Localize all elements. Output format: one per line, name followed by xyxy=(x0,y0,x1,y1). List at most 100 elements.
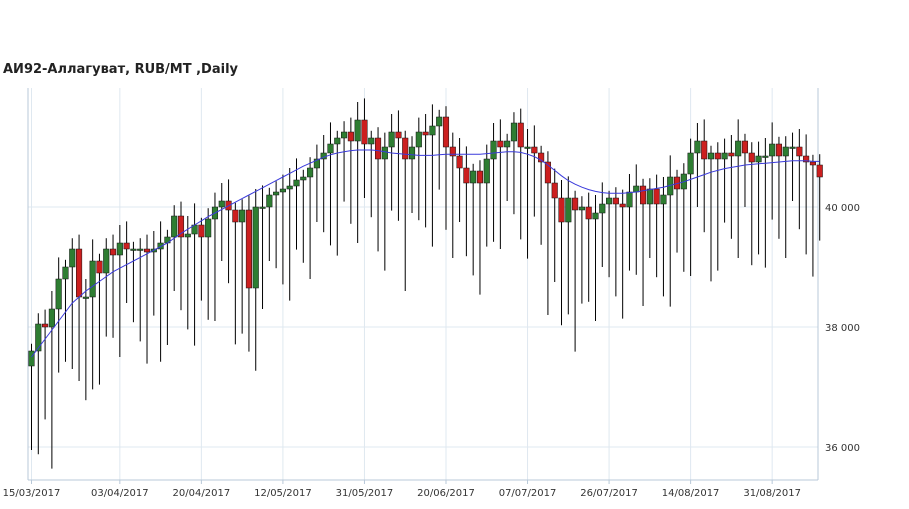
candle-body xyxy=(388,131,395,148)
candle-body xyxy=(184,233,191,238)
candle-body xyxy=(741,140,749,154)
candle-body xyxy=(510,122,517,142)
candle-body xyxy=(769,143,776,157)
candle-body xyxy=(565,197,572,223)
candle-body xyxy=(368,137,375,145)
candle-body xyxy=(619,203,626,208)
candle-body xyxy=(789,146,796,149)
candle-body xyxy=(361,119,368,145)
x-tick-label: 26/07/2017 xyxy=(580,488,638,499)
candle-body xyxy=(381,146,388,160)
candle-body xyxy=(694,140,701,154)
candle-body xyxy=(572,197,579,211)
x-tick-label: 03/04/2017 xyxy=(91,488,149,499)
candle-body xyxy=(816,164,823,178)
candle-body xyxy=(653,188,660,205)
candle-body xyxy=(612,197,619,205)
candle-body xyxy=(266,194,273,208)
candle-body xyxy=(707,152,715,160)
x-tick-label: 20/06/2017 xyxy=(417,488,475,499)
candle-body xyxy=(395,131,402,139)
candle-body xyxy=(735,140,742,157)
x-tick-label: 12/05/2017 xyxy=(254,488,312,499)
x-tick-labels: 15/03/2017 03/04/2017 20/04/2017 12/05/2017… xyxy=(3,488,801,499)
candle-body xyxy=(48,308,55,328)
axes xyxy=(27,88,819,484)
candle-body xyxy=(157,242,164,250)
candle-body xyxy=(748,152,755,163)
candles xyxy=(28,98,823,469)
candle-body xyxy=(402,137,409,160)
y-tick-label: 36 000 xyxy=(825,443,860,454)
candle-body xyxy=(626,191,633,208)
x-tick-label: 31/05/2017 xyxy=(336,488,394,499)
candle-body xyxy=(606,197,613,205)
candle-body xyxy=(585,206,592,220)
chart-title: АИ92-Аллагуват, RUB/MT ,Daily xyxy=(3,62,239,77)
candle-body xyxy=(470,170,477,184)
candle-body xyxy=(103,248,110,274)
candle-body xyxy=(578,206,585,211)
candle-body xyxy=(728,152,735,157)
x-tick-label: 14/08/2017 xyxy=(662,488,720,499)
candle-body xyxy=(531,146,538,154)
candle-body xyxy=(524,146,531,149)
candle-body xyxy=(592,212,599,220)
y-tick-label: 40 000 xyxy=(825,203,860,214)
moving-average-line xyxy=(31,149,820,358)
x-tick-label: 31/08/2017 xyxy=(743,488,801,499)
candle-body xyxy=(517,122,524,148)
candle-body xyxy=(504,140,511,148)
candle-body xyxy=(415,131,422,148)
candle-body xyxy=(69,248,76,268)
candle-body xyxy=(809,161,816,166)
candle-body xyxy=(422,131,429,136)
candle-body xyxy=(62,266,69,280)
candle-body xyxy=(796,146,803,157)
candle-body xyxy=(273,191,280,196)
candle-body xyxy=(449,146,456,157)
candle-body xyxy=(123,242,130,250)
candle-body xyxy=(374,137,382,160)
candle-body xyxy=(82,296,89,299)
candle-body xyxy=(293,179,300,187)
candle-body xyxy=(463,167,470,184)
candle-body xyxy=(130,248,137,251)
candle-body xyxy=(89,260,96,298)
candle-body xyxy=(803,155,810,163)
candle-body xyxy=(714,152,721,160)
candle-body xyxy=(239,209,246,223)
candle-body xyxy=(429,125,436,136)
candle-body xyxy=(116,242,123,256)
candle-body xyxy=(259,206,266,209)
x-tick-label: 20/04/2017 xyxy=(173,488,231,499)
candle-body xyxy=(354,119,361,142)
candle-body xyxy=(762,155,769,158)
candle-body xyxy=(55,278,62,310)
candle-body xyxy=(334,137,341,145)
candle-body xyxy=(205,218,212,238)
candle-body xyxy=(408,146,416,160)
candle-body xyxy=(198,224,205,238)
candle-body xyxy=(96,260,103,274)
candle-body xyxy=(307,167,314,178)
candle-body xyxy=(279,188,286,193)
candle-body xyxy=(775,143,783,157)
candle-body xyxy=(286,185,293,190)
y-tick-labels: 36 000 38 000 40 000 xyxy=(825,203,860,454)
candle-body xyxy=(633,185,640,193)
candle-body xyxy=(490,140,497,160)
x-tick-label: 15/03/2017 xyxy=(3,488,61,499)
candle-body xyxy=(599,203,606,214)
candle-body xyxy=(137,248,144,251)
candle-body xyxy=(551,182,558,199)
candle-body xyxy=(347,131,354,142)
candle-body xyxy=(218,200,225,208)
candle-body xyxy=(497,140,504,148)
candle-body xyxy=(687,152,694,175)
candle-body xyxy=(313,158,320,169)
candle-body xyxy=(245,209,252,289)
candle-body xyxy=(558,197,565,223)
candle-body xyxy=(436,116,443,127)
